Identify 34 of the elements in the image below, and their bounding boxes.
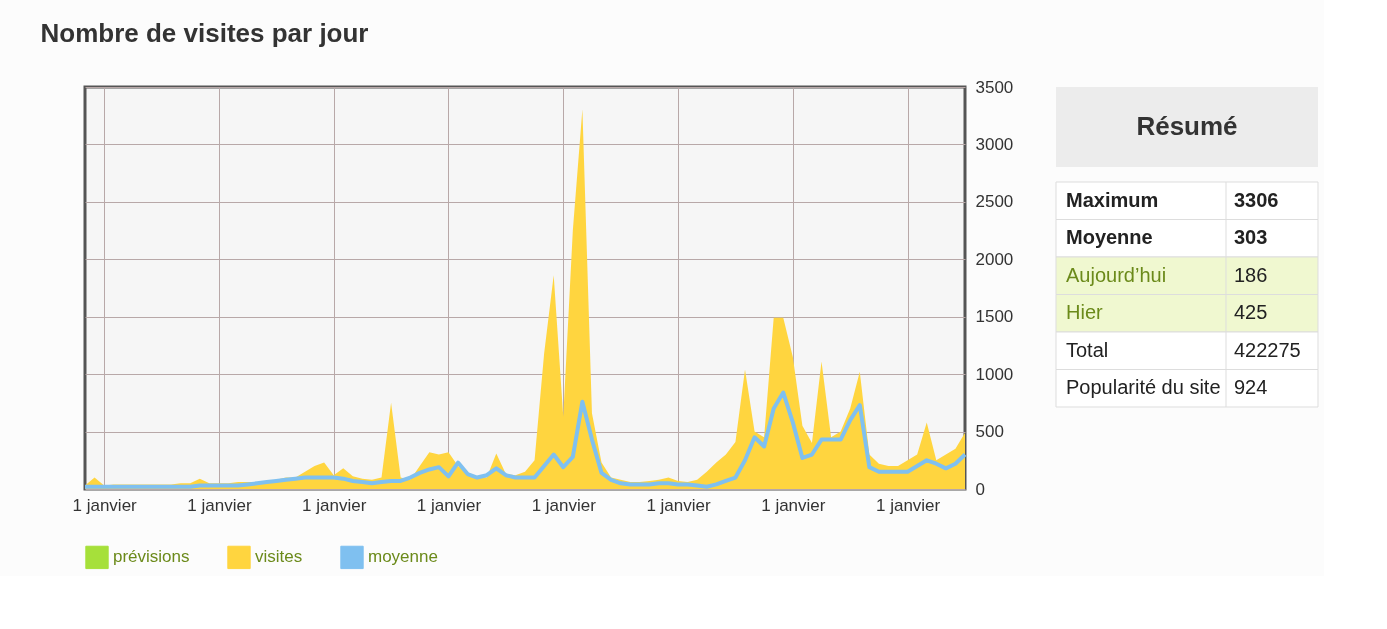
- text: Aujourd’hui: [1066, 263, 1167, 286]
- y-tick-label: 2500: [975, 192, 1014, 212]
- text: 422275: [1234, 338, 1301, 361]
- x-tick-label: 1 janvier: [875, 495, 941, 515]
- text: 303: [1234, 226, 1268, 249]
- x-tick-label: 1 janvier: [761, 495, 826, 515]
- text: Total: [1066, 338, 1109, 361]
- text: Hier: [1066, 301, 1104, 324]
- text: 3306: [1234, 188, 1279, 211]
- y-tick-label: 2000: [975, 249, 1014, 269]
- text: Résumé: [1136, 111, 1238, 141]
- y-tick-label: 1000: [975, 364, 1014, 384]
- text: Popularité du site: [1066, 376, 1221, 399]
- x-tick-label: 1 janvier: [302, 495, 367, 515]
- text: 425: [1234, 301, 1268, 324]
- x-tick-label: 1 janvier: [531, 495, 597, 515]
- x-tick-label: 1 janvier: [646, 495, 712, 515]
- text: 186: [1234, 263, 1268, 286]
- chart-title: Nombre de visites par jour: [40, 17, 369, 48]
- line-series: [83, 390, 967, 489]
- x-tick-label: 1 janvier: [416, 495, 482, 515]
- legend-label: moyenne: [368, 547, 438, 567]
- y-tick-label: 0: [975, 479, 985, 499]
- x-tick-label: 1 janvier: [72, 495, 138, 515]
- text: Maximum: [1066, 188, 1159, 211]
- text: Moyenne: [1066, 226, 1153, 249]
- y-tick-label: 3000: [975, 134, 1014, 154]
- y-tick-label: 500: [975, 422, 1004, 442]
- y-tick-label: 1500: [975, 307, 1014, 327]
- y-tick-label: 3500: [975, 77, 1014, 97]
- text: 924: [1234, 376, 1268, 399]
- x-tick-label: 1 janvier: [187, 495, 252, 515]
- legend-label: visites: [255, 547, 303, 567]
- legend-label: prévisions: [113, 547, 190, 567]
